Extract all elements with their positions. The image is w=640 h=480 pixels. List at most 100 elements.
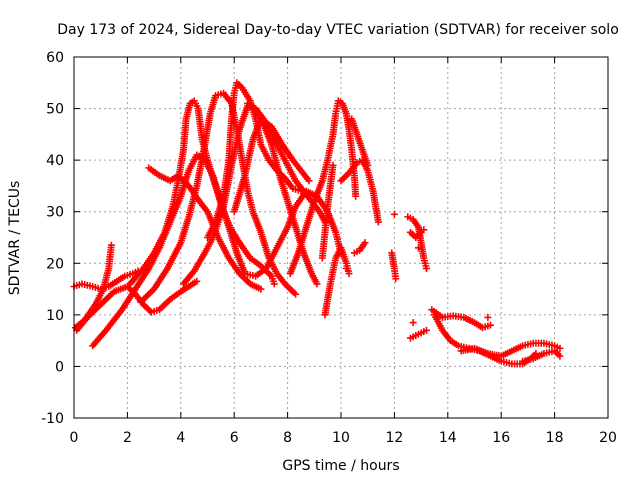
data-point-run — [90, 328, 109, 348]
x-tick-label: 4 — [176, 430, 185, 446]
data-point-run — [510, 343, 524, 354]
data-point-run — [417, 241, 427, 260]
data-point-run — [473, 320, 485, 330]
data-point-run — [481, 322, 492, 331]
series-track-22 — [428, 306, 495, 332]
data-point — [409, 319, 417, 327]
data-point-run — [246, 101, 258, 111]
data-point-run — [339, 101, 350, 116]
series-track-25 — [519, 347, 564, 365]
x-tick-label: 20 — [599, 430, 617, 446]
data-point — [414, 244, 422, 252]
data-point-run — [388, 251, 398, 270]
data-point — [193, 277, 201, 285]
data-point — [352, 192, 360, 200]
data-point-run — [543, 348, 556, 357]
data-point — [392, 275, 400, 283]
data-point-run — [274, 225, 291, 250]
data-point — [270, 280, 278, 288]
data-point-run — [266, 256, 280, 275]
data-point — [390, 210, 398, 218]
data-point-run — [151, 230, 168, 255]
data-point — [361, 239, 369, 247]
data-point-run — [277, 148, 290, 167]
data-point-run — [259, 264, 274, 278]
data-point-run — [194, 107, 206, 141]
x-tick-label: 8 — [283, 430, 292, 446]
x-tick-label: 16 — [492, 430, 510, 446]
data-point-run — [212, 194, 227, 224]
data-point-run — [197, 199, 210, 214]
data-point-run — [448, 338, 460, 349]
data-point-run — [191, 99, 201, 110]
data-point-run — [177, 215, 192, 245]
data-point-run — [521, 340, 535, 349]
data-point-run — [259, 116, 273, 129]
data-point — [484, 313, 492, 321]
data-point-run — [187, 279, 199, 289]
series-track-14 — [318, 161, 337, 262]
y-tick-label: 50 — [46, 102, 64, 118]
data-point-run — [204, 158, 219, 188]
data-point-run — [276, 174, 291, 203]
data-point-run — [164, 241, 184, 270]
data-point-run — [186, 184, 202, 203]
series-track-20 — [406, 326, 430, 342]
data-point-run — [220, 158, 233, 198]
data-point-run — [347, 161, 359, 175]
series-track-16 — [337, 156, 382, 226]
data-point-run — [432, 313, 445, 332]
data-point-run — [180, 117, 190, 152]
data-point-run — [321, 282, 334, 317]
data-point-run — [91, 283, 102, 292]
series-track-15 — [350, 239, 369, 257]
data-point-run — [521, 355, 535, 365]
data-point-run — [452, 312, 465, 321]
y-tick-label: 0 — [55, 359, 64, 375]
data-point-run — [214, 90, 225, 99]
data-point-run — [231, 174, 248, 214]
series-track-21 — [406, 226, 428, 241]
data-point-run — [258, 230, 272, 260]
data-point — [374, 218, 382, 226]
data-point-run — [226, 256, 242, 276]
y-tick-label: 30 — [46, 205, 64, 221]
x-tick-label: 2 — [123, 430, 132, 446]
series-track-11 — [230, 115, 313, 216]
data-marks — [70, 79, 564, 368]
x-tick-label: 12 — [385, 430, 403, 446]
data-point-run — [235, 81, 244, 90]
data-point-run — [237, 241, 253, 260]
data-point — [422, 326, 430, 334]
data-point-run — [440, 328, 453, 343]
data-point-run — [201, 112, 214, 146]
data-point-run — [248, 281, 263, 292]
data-point-run — [268, 275, 277, 285]
data-point — [305, 177, 313, 185]
data-point-run — [301, 189, 314, 203]
data-point-run — [234, 251, 248, 276]
data-point-run — [285, 164, 298, 183]
data-point-run — [324, 133, 337, 162]
data-point-run — [228, 91, 238, 121]
data-point-run — [168, 289, 183, 302]
data-point-run — [107, 279, 119, 289]
data-point-run — [430, 307, 444, 320]
data-point-run — [291, 158, 303, 172]
data-point-run — [237, 271, 252, 286]
data-point-run — [186, 153, 200, 172]
data-point — [313, 280, 321, 288]
data-point-run — [231, 81, 240, 95]
data-point-run — [81, 281, 94, 290]
data-point-run — [141, 251, 157, 271]
x-axis-label: GPS time / hours — [282, 458, 399, 474]
data-point-run — [193, 143, 208, 188]
series-track-19 — [404, 213, 430, 272]
data-point-run — [499, 348, 514, 359]
data-point-run — [260, 122, 275, 147]
x-tick-label: 0 — [70, 430, 79, 446]
x-tick-label: 6 — [230, 430, 239, 446]
data-point-run — [202, 236, 216, 255]
data-point — [345, 270, 353, 278]
